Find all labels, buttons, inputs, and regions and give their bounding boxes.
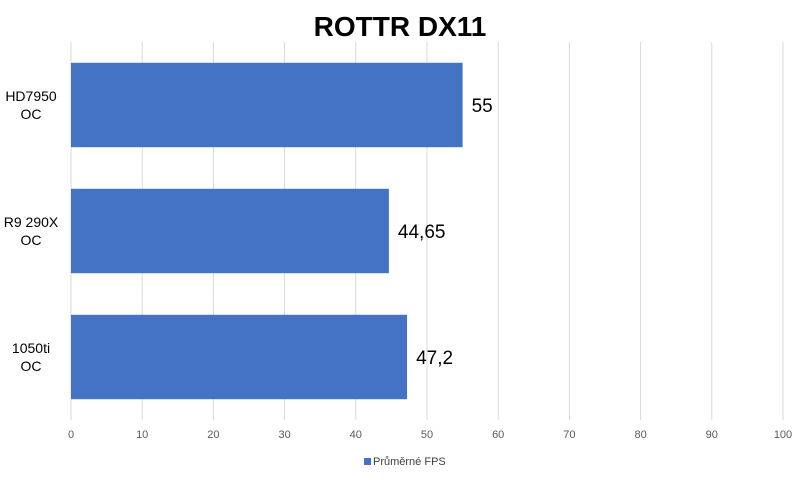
bars <box>71 62 463 400</box>
x-tick-label: 20 <box>207 429 219 441</box>
legend-swatch <box>364 458 371 465</box>
x-tick-label: 50 <box>421 429 433 441</box>
data-label: 55 <box>472 96 493 117</box>
category-label: HD7950 <box>5 88 57 104</box>
legend-label: Průměrné FPS <box>373 456 446 468</box>
category-label: 1050ti <box>12 340 50 356</box>
x-tick-label: 10 <box>136 429 148 441</box>
category-label: OC <box>21 106 42 122</box>
x-tick-label: 90 <box>706 429 718 441</box>
category-label: OC <box>21 232 42 248</box>
x-tick-label: 70 <box>563 429 575 441</box>
bar <box>71 314 408 400</box>
category-labels: HD7950 OC R9 290X OC 1050ti OC <box>4 88 59 374</box>
bar <box>71 188 389 274</box>
x-tick-label: 30 <box>278 429 290 441</box>
x-tick-label: 40 <box>350 429 362 441</box>
data-label: 44,65 <box>398 222 446 243</box>
data-label: 47,2 <box>416 348 453 369</box>
bar <box>71 62 463 148</box>
x-tick-label: 60 <box>492 429 504 441</box>
legend: Průměrné FPS <box>364 456 446 468</box>
x-tick-label: 100 <box>774 429 792 441</box>
x-tick-labels: 0 10 20 30 40 50 60 70 80 90 100 <box>68 429 792 441</box>
category-label: OC <box>21 358 42 374</box>
category-label: R9 290X <box>4 214 59 230</box>
chart-title: ROTTR DX11 <box>314 11 487 42</box>
x-tick-label: 0 <box>68 429 74 441</box>
data-labels: 55 44,65 47,2 <box>398 96 493 369</box>
x-tick-label: 80 <box>634 429 646 441</box>
